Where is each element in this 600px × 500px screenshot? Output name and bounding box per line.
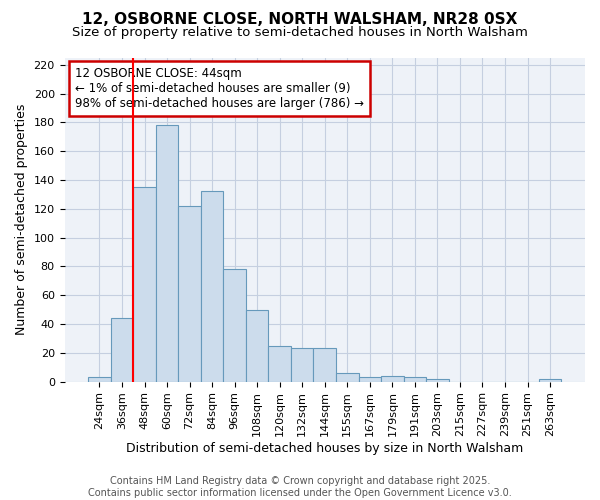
Bar (223, 269, 246, 382)
Bar (381, 376, 404, 382)
Bar (268, 346, 291, 382)
Bar (404, 378, 426, 382)
Text: 12, OSBORNE CLOSE, NORTH WALSHAM, NR28 0SX: 12, OSBORNE CLOSE, NORTH WALSHAM, NR28 0… (82, 12, 518, 28)
Bar (178, 206, 201, 382)
Bar (111, 318, 133, 382)
Text: Size of property relative to semi-detached houses in North Walsham: Size of property relative to semi-detach… (72, 26, 528, 39)
Bar (156, 125, 178, 382)
Bar (291, 348, 313, 382)
Bar (246, 310, 268, 382)
Bar (133, 187, 156, 382)
Bar (201, 192, 223, 382)
X-axis label: Distribution of semi-detached houses by size in North Walsham: Distribution of semi-detached houses by … (126, 442, 523, 455)
Bar (313, 348, 336, 382)
Text: 12 OSBORNE CLOSE: 44sqm
← 1% of semi-detached houses are smaller (9)
98% of semi: 12 OSBORNE CLOSE: 44sqm ← 1% of semi-det… (75, 67, 364, 110)
Text: Contains HM Land Registry data © Crown copyright and database right 2025.
Contai: Contains HM Land Registry data © Crown c… (88, 476, 512, 498)
Y-axis label: Number of semi-detached properties: Number of semi-detached properties (15, 104, 28, 335)
Bar (539, 378, 562, 382)
Bar (336, 373, 359, 382)
Bar (88, 378, 111, 382)
Bar (426, 378, 449, 382)
Bar (359, 378, 381, 382)
